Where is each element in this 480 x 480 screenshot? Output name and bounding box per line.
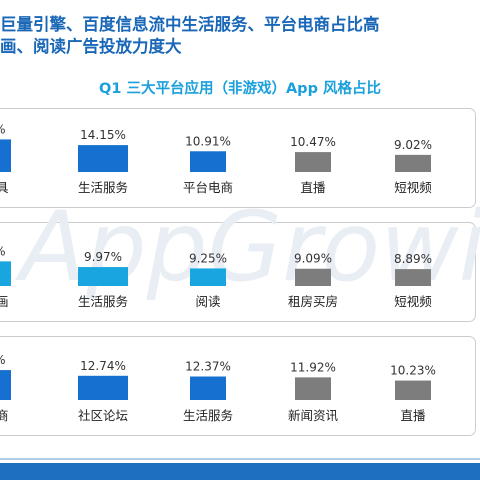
data-label-1-2: 14.15%: [80, 128, 126, 142]
data-label-2-3: 9.25%: [189, 251, 227, 265]
data-label-3-2: 12.74%: [80, 359, 126, 373]
bar-2-3: [190, 268, 226, 286]
bar-2-4: [295, 268, 331, 286]
bar-2-2: [78, 267, 128, 286]
bar-1-3: [190, 151, 226, 172]
bar-3-4: [295, 377, 331, 400]
bar-2-5: [395, 269, 431, 286]
heading-line-2: 画、阅读广告投放力度大: [0, 37, 182, 56]
category-label-1-3: 平台电商: [183, 180, 233, 195]
chart-subtitle: Q1 三大平台应用（非游戏）App 风格占比: [99, 81, 381, 97]
category-label-3-3: 生活服务: [183, 408, 233, 423]
bar-1-2: [78, 145, 128, 172]
category-label-2-2: 生活服务: [78, 294, 128, 309]
bar-3-3: [190, 376, 226, 400]
data-label-3-4: 11.92%: [290, 360, 336, 374]
bar-3-1: [0, 370, 11, 400]
category-label-1-1: 工具: [0, 180, 9, 195]
category-label-3-2: 社区论坛: [78, 408, 128, 423]
bar-1-4: [295, 152, 331, 172]
bar-1-1: [0, 139, 11, 172]
data-label-1-5: 9.02%: [394, 138, 432, 152]
data-label-2-5: 8.89%: [394, 252, 432, 266]
data-label-2-2: 9.97%: [84, 250, 122, 264]
data-label-3-1: 5%: [0, 353, 6, 367]
data-label-1-4: 10.47%: [290, 135, 336, 149]
footer-divider: [0, 458, 480, 460]
bar-1-5: [395, 154, 431, 172]
category-label-3-1: 电商: [0, 408, 9, 423]
data-label-3-3: 12.37%: [185, 359, 231, 373]
panel-3: [0, 336, 476, 436]
data-label-1-3: 10.91%: [185, 134, 231, 148]
data-label-2-4: 9.09%: [294, 252, 332, 266]
category-label-2-4: 租房买房: [288, 294, 338, 309]
category-label-1-5: 短视频: [394, 180, 432, 195]
category-label-3-4: 新闻资讯: [288, 408, 339, 423]
category-label-2-3: 阅读: [195, 294, 220, 309]
bar-3-2: [78, 375, 128, 400]
category-label-1-2: 生活服务: [78, 180, 128, 195]
footer-bar: [0, 463, 480, 480]
data-label-1-1: 9%: [0, 122, 6, 136]
category-label-2-5: 短视频: [394, 294, 432, 309]
category-label-3-5: 直播: [400, 408, 426, 423]
category-label-2-1: 漫画: [0, 294, 9, 309]
bar-3-5: [395, 380, 431, 400]
page-heading: 巨量引擎、百度信息流中生活服务、平台电商占比高 画、阅读广告投放力度大: [0, 14, 470, 58]
category-label-1-4: 直播: [300, 180, 326, 195]
data-label-2-1: 4%: [0, 244, 6, 258]
panel-2: [0, 222, 476, 322]
bar-2-1: [0, 261, 11, 286]
heading-line-1: 巨量引擎、百度信息流中生活服务、平台电商占比高: [0, 15, 380, 34]
panel-1: [0, 108, 476, 208]
data-label-3-5: 10.23%: [390, 364, 436, 378]
